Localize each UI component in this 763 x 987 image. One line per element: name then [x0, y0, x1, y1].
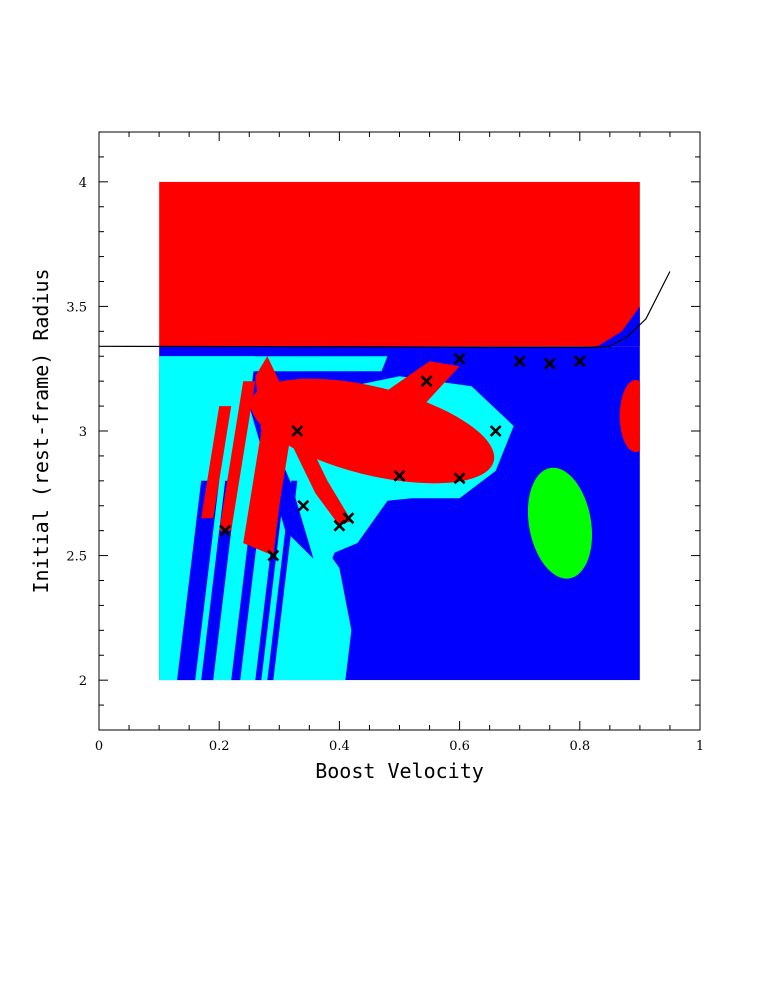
data-point-marker: [543, 357, 556, 370]
y-tick-label: 4: [79, 176, 87, 191]
data-point-marker: [342, 512, 355, 525]
marker-layer: [219, 352, 586, 562]
boundary-curve: [98, 271, 671, 349]
region-layer: [159, 181, 640, 681]
data-point-marker: [291, 425, 304, 437]
y-tick-label: 3: [79, 425, 87, 440]
y-tick-label: 2.5: [66, 550, 87, 565]
data-point-marker: [393, 469, 406, 482]
x-tick-label: 0.6: [449, 739, 470, 754]
data-point-marker: [453, 472, 466, 485]
x-tick-label: 1: [696, 739, 704, 754]
tick-layer: 0 0.2 0.4 0.6 0.8 1 2 2.5 3 3.5 4: [66, 131, 704, 754]
region-red-oval-tip: [357, 361, 460, 419]
data-point-marker: [453, 352, 466, 365]
region-cyan-top: [159, 356, 388, 372]
region-red-stripe: [201, 406, 232, 519]
region-green-oval: [527, 467, 593, 579]
x-tick-label: 0.8: [569, 739, 590, 754]
data-point-marker: [267, 549, 280, 562]
region-blue-streak: [255, 480, 286, 681]
x-axis-label: Boost Velocity: [315, 759, 484, 783]
y-tick-label: 3.5: [66, 300, 87, 315]
region-blue-streak: [177, 480, 220, 681]
data-point-marker: [219, 524, 232, 537]
y-axis-label: Initial (rest-frame) Radius: [29, 268, 53, 593]
data-point-marker: [420, 375, 433, 388]
y-tick-label: 2: [79, 674, 87, 689]
data-point-marker: [513, 355, 526, 368]
data-point-marker: [297, 499, 310, 512]
region-red-upper: [159, 181, 640, 347]
x-tick-label: 0.2: [209, 739, 230, 754]
region-red-small-oval: [619, 380, 640, 453]
data-point-marker: [573, 355, 586, 368]
region-red-stripe: [219, 381, 256, 531]
region-blue-corner: [597, 306, 640, 347]
data-point-marker: [489, 425, 502, 437]
x-tick-label: 0: [95, 739, 103, 754]
region-red-stripe: [291, 431, 352, 526]
x-tick-label: 0.4: [329, 739, 350, 754]
region-blue-streak: [267, 480, 298, 681]
region-red-oval: [250, 378, 495, 484]
